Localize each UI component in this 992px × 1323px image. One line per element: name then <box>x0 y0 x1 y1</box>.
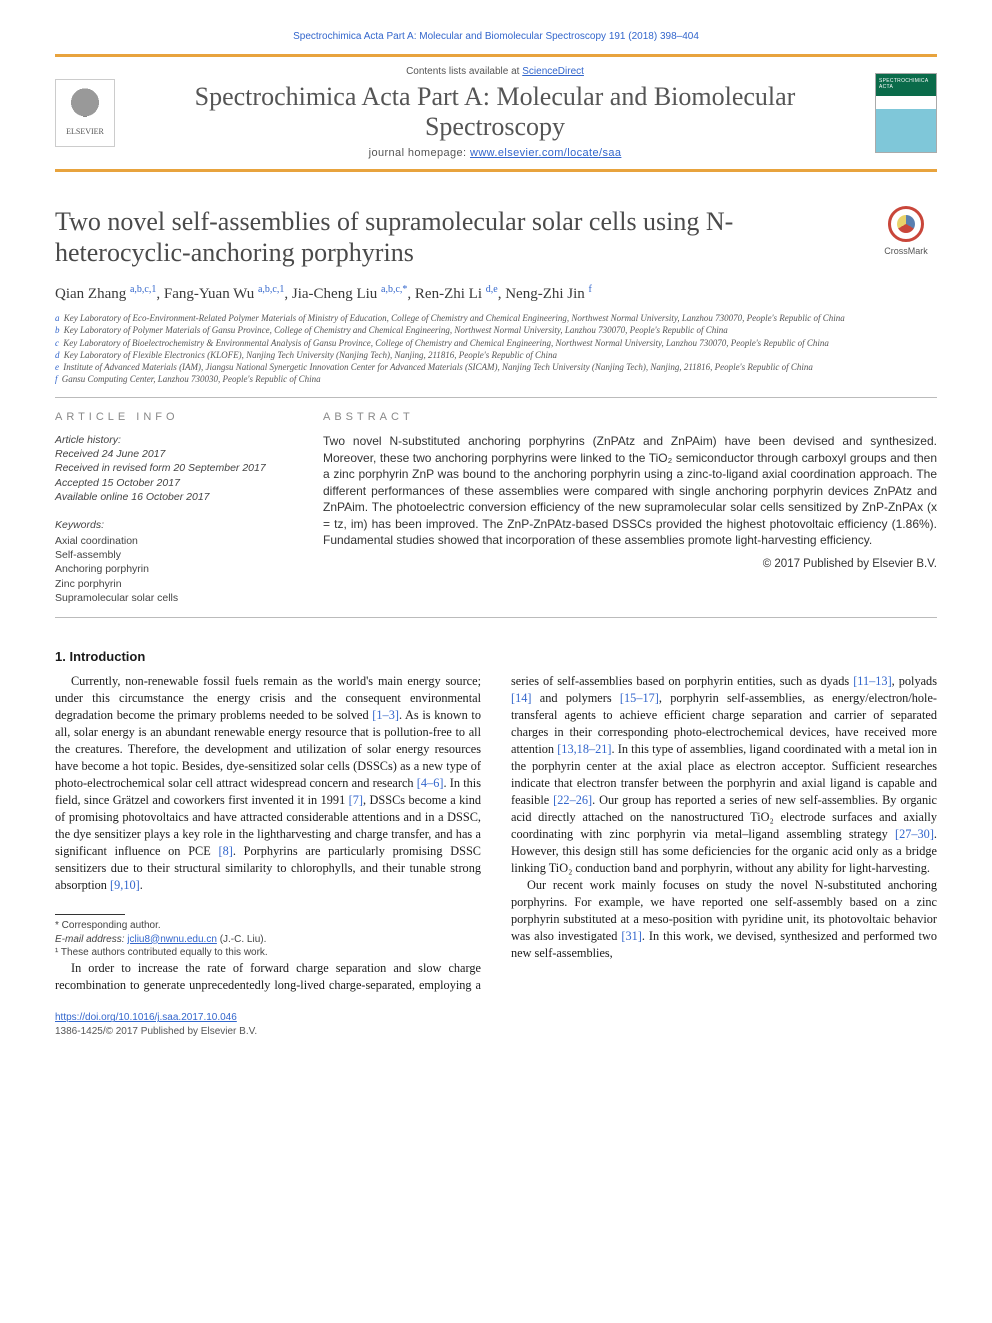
crossmark-label: CrossMark <box>884 245 928 257</box>
journal-homepage-link[interactable]: www.elsevier.com/locate/saa <box>470 147 621 159</box>
footnote-rule <box>55 914 125 915</box>
divider <box>55 617 937 618</box>
section-heading-introduction: 1. Introduction <box>55 648 481 666</box>
corresponding-email-line: E-mail address: jcliu8@nwnu.edu.cn (J.-C… <box>55 933 481 947</box>
article-history: Article history: Received 24 June 2017 R… <box>55 433 287 504</box>
article-info-panel: article info Article history: Received 2… <box>55 410 287 605</box>
footnotes-block: * Corresponding author. E-mail address: … <box>55 914 481 960</box>
history-line: Received in revised form 20 September 20… <box>55 461 287 475</box>
affiliations-block: a Key Laboratory of Eco-Environment-Rela… <box>55 312 937 385</box>
elsevier-tree-icon <box>67 88 103 124</box>
history-line: Available online 16 October 2017 <box>55 490 287 504</box>
elsevier-logo: ELSEVIER <box>55 79 115 147</box>
history-line: Received 24 June 2017 <box>55 447 287 461</box>
corresponding-author-note: * Corresponding author. <box>55 919 481 933</box>
equal-contribution-note: ¹ These authors contributed equally to t… <box>55 946 481 960</box>
affiliation-line: a Key Laboratory of Eco-Environment-Rela… <box>55 312 937 324</box>
keywords-heading: Keywords: <box>55 518 287 532</box>
issn-copyright-line: 1386-1425/© 2017 Published by Elsevier B… <box>55 1026 257 1037</box>
affiliation-line: e Institute of Advanced Materials (IAM),… <box>55 361 937 373</box>
abstract-heading: abstract <box>323 410 937 425</box>
homepage-prefix: journal homepage: <box>369 147 470 159</box>
keywords-list: Axial coordination Self-assembly Anchori… <box>55 534 287 605</box>
publisher-label: ELSEVIER <box>66 127 104 138</box>
keyword: Anchoring porphyrin <box>55 562 287 576</box>
keyword: Supramolecular solar cells <box>55 591 287 605</box>
cover-text: SPECTROCHIMICA ACTA <box>879 78 936 92</box>
email-label: E-mail address: <box>55 934 124 945</box>
journal-header-bar: ELSEVIER Contents lists available at Sci… <box>55 54 937 172</box>
affiliation-line: d Key Laboratory of Flexible Electronics… <box>55 349 937 361</box>
keyword: Axial coordination <box>55 534 287 548</box>
body-paragraph: Our recent work mainly focuses on study … <box>511 877 937 962</box>
keyword: Zinc porphyrin <box>55 577 287 591</box>
author-list: Qian Zhang a,b,c,1, Fang-Yuan Wu a,b,c,1… <box>55 283 937 304</box>
sciencedirect-link[interactable]: ScienceDirect <box>522 66 584 77</box>
crossmark-widget[interactable]: CrossMark <box>875 206 937 257</box>
divider <box>55 397 937 398</box>
history-line: Accepted 15 October 2017 <box>55 476 287 490</box>
running-head: Spectrochimica Acta Part A: Molecular an… <box>55 30 937 44</box>
email-suffix: (J.-C. Liu). <box>220 934 267 945</box>
page-footer: https://doi.org/10.1016/j.saa.2017.10.04… <box>55 1011 937 1038</box>
article-info-row: article info Article history: Received 2… <box>55 410 937 605</box>
journal-title: Spectrochimica Acta Part A: Molecular an… <box>129 82 861 142</box>
article-title: Two novel self-assemblies of supramolecu… <box>55 206 863 269</box>
keyword: Self-assembly <box>55 548 287 562</box>
journal-cover-thumbnail: SPECTROCHIMICA ACTA <box>875 73 937 153</box>
affiliation-line: c Key Laboratory of Bioelectrochemistry … <box>55 337 937 349</box>
abstract-panel: abstract Two novel N-substituted anchori… <box>323 410 937 605</box>
history-label: Article history: <box>55 433 287 447</box>
body-two-column: Currently, non-renewable fossil fuels re… <box>55 673 937 993</box>
affiliation-line: b Key Laboratory of Polymer Materials of… <box>55 324 937 336</box>
body-paragraph: Currently, non-renewable fossil fuels re… <box>55 673 481 894</box>
crossmark-badge-icon <box>888 206 924 242</box>
abstract-copyright: © 2017 Published by Elsevier B.V. <box>323 557 937 573</box>
contents-available-line: Contents lists available at ScienceDirec… <box>129 65 861 79</box>
article-info-heading: article info <box>55 410 287 425</box>
affiliation-line: f Gansu Computing Center, Lanzhou 730030… <box>55 373 937 385</box>
journal-homepage-line: journal homepage: www.elsevier.com/locat… <box>129 146 861 161</box>
contents-prefix: Contents lists available at <box>406 66 522 77</box>
corresponding-email-link[interactable]: jcliu8@nwnu.edu.cn <box>127 934 217 945</box>
abstract-text: Two novel N-substituted anchoring porphy… <box>323 433 937 549</box>
doi-link[interactable]: https://doi.org/10.1016/j.saa.2017.10.04… <box>55 1012 237 1023</box>
